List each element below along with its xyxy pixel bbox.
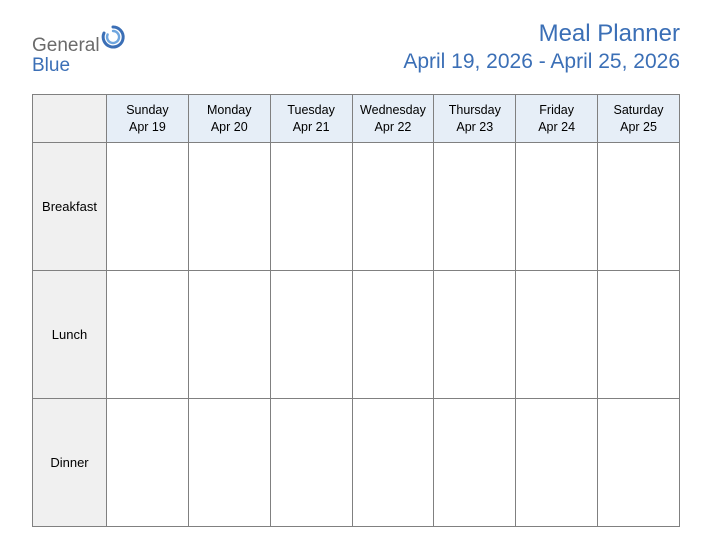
- meal-cell[interactable]: [107, 143, 189, 271]
- meal-cell[interactable]: [352, 399, 434, 527]
- meal-cell[interactable]: [188, 143, 270, 271]
- date-label: Apr 22: [375, 120, 412, 134]
- day-header-thursday: Thursday Apr 23: [434, 95, 516, 143]
- meal-cell[interactable]: [352, 271, 434, 399]
- meal-cell[interactable]: [107, 399, 189, 527]
- weekday-label: Thursday: [449, 103, 501, 117]
- meal-cell[interactable]: [434, 271, 516, 399]
- meal-label-dinner: Dinner: [33, 399, 107, 527]
- logo-swirl-icon: [98, 22, 128, 52]
- weekday-label: Saturday: [614, 103, 664, 117]
- meal-cell[interactable]: [598, 143, 680, 271]
- meal-cell[interactable]: [516, 271, 598, 399]
- logo-word-blue: Blue: [32, 55, 70, 76]
- meal-cell[interactable]: [434, 143, 516, 271]
- date-label: Apr 24: [538, 120, 575, 134]
- day-header-friday: Friday Apr 24: [516, 95, 598, 143]
- day-header-tuesday: Tuesday Apr 21: [270, 95, 352, 143]
- logo-word-general: General: [32, 35, 100, 56]
- meal-cell[interactable]: [598, 271, 680, 399]
- date-label: Apr 23: [456, 120, 493, 134]
- weekday-label: Friday: [539, 103, 574, 117]
- page-container: General Blue Meal Planner April 19, 2026…: [0, 0, 712, 555]
- meal-cell[interactable]: [516, 143, 598, 271]
- day-header-wednesday: Wednesday Apr 22: [352, 95, 434, 143]
- meal-label-lunch: Lunch: [33, 271, 107, 399]
- table-row: Dinner: [33, 399, 680, 527]
- meal-cell[interactable]: [598, 399, 680, 527]
- meal-cell[interactable]: [352, 143, 434, 271]
- date-label: Apr 21: [293, 120, 330, 134]
- meal-cell[interactable]: [434, 399, 516, 527]
- corner-cell: [33, 95, 107, 143]
- logo: General Blue: [32, 20, 128, 76]
- meal-cell[interactable]: [107, 271, 189, 399]
- date-label: Apr 25: [620, 120, 657, 134]
- date-label: Apr 19: [129, 120, 166, 134]
- date-range: April 19, 2026 - April 25, 2026: [403, 50, 680, 74]
- day-header-sunday: Sunday Apr 19: [107, 95, 189, 143]
- weekday-label: Tuesday: [287, 103, 334, 117]
- meal-cell[interactable]: [270, 399, 352, 527]
- table-row: Breakfast: [33, 143, 680, 271]
- table-row: Lunch: [33, 271, 680, 399]
- day-header-monday: Monday Apr 20: [188, 95, 270, 143]
- weekday-label: Wednesday: [360, 103, 426, 117]
- meal-cell[interactable]: [270, 143, 352, 271]
- title-block: Meal Planner April 19, 2026 - April 25, …: [403, 20, 680, 74]
- meal-planner-table: Sunday Apr 19 Monday Apr 20 Tuesday Apr …: [32, 94, 680, 527]
- weekday-label: Monday: [207, 103, 251, 117]
- meal-cell[interactable]: [270, 271, 352, 399]
- meal-label-breakfast: Breakfast: [33, 143, 107, 271]
- day-header-row: Sunday Apr 19 Monday Apr 20 Tuesday Apr …: [33, 95, 680, 143]
- meal-cell[interactable]: [188, 271, 270, 399]
- page-title: Meal Planner: [403, 20, 680, 48]
- page-header: General Blue Meal Planner April 19, 2026…: [32, 20, 680, 76]
- date-label: Apr 20: [211, 120, 248, 134]
- logo-text-block: General Blue: [32, 24, 128, 76]
- meal-cell[interactable]: [516, 399, 598, 527]
- day-header-saturday: Saturday Apr 25: [598, 95, 680, 143]
- meal-cell[interactable]: [188, 399, 270, 527]
- weekday-label: Sunday: [126, 103, 168, 117]
